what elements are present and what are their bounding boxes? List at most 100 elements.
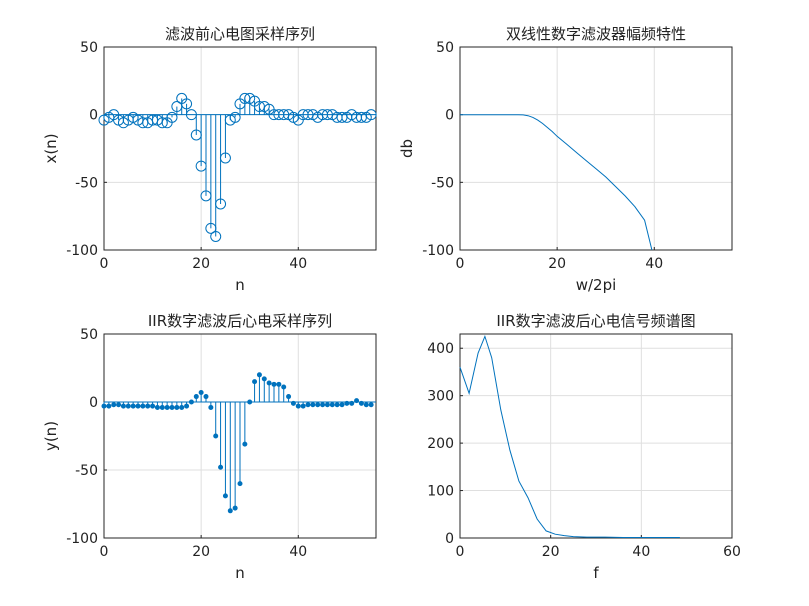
- y-axis-label: db: [398, 139, 416, 158]
- stem-marker: [305, 402, 311, 408]
- stem-marker: [208, 404, 214, 410]
- stem-marker: [222, 493, 228, 499]
- stem-marker: [290, 400, 296, 406]
- stem-marker: [213, 433, 219, 439]
- stem-marker: [135, 403, 141, 409]
- y-tick-label: 200: [427, 436, 454, 452]
- stem-marker: [130, 403, 136, 409]
- stem-marker: [252, 379, 258, 385]
- y-tick-label: 0: [445, 108, 454, 124]
- stem-marker: [219, 152, 231, 164]
- stem-marker: [247, 399, 253, 405]
- x-tick-label: 40: [645, 256, 663, 272]
- series-line: [459, 334, 680, 538]
- stem-marker: [145, 403, 151, 409]
- stem-marker: [140, 403, 146, 409]
- stem-marker: [242, 441, 248, 447]
- stem-marker: [154, 404, 160, 410]
- x-tick-label: 20: [192, 256, 210, 272]
- stem-marker: [227, 508, 233, 514]
- plot-border: [103, 46, 377, 251]
- stem-marker: [198, 389, 204, 395]
- subplot-filter-response: 0 20 40 50 0 -50 -100 双线性数字滤波器幅频特性 w/2pi db: [398, 25, 733, 294]
- plot-border: [459, 46, 733, 251]
- x-axis-label: w/2pi: [576, 276, 617, 294]
- stem-marker: [232, 505, 238, 511]
- stem-marker: [150, 403, 156, 409]
- y-tick-label: 400: [427, 341, 454, 357]
- subplot-ecg-raw: 0 20 40 50 0 -50 -100 滤波前心电图采样序列 n x(n): [42, 25, 377, 294]
- y-tick-label: 50: [80, 327, 98, 343]
- stem-marker: [218, 464, 224, 470]
- stem-marker: [315, 402, 321, 408]
- series-line: [460, 114, 653, 251]
- plot-border: [459, 333, 733, 539]
- stem-marker: [203, 394, 209, 400]
- stem-marker: [358, 400, 364, 406]
- x-tick-label: 20: [542, 544, 560, 560]
- stem-marker: [363, 402, 369, 408]
- stem-marker: [116, 402, 122, 408]
- stem-marker: [276, 381, 282, 387]
- stem-marker: [164, 404, 170, 410]
- stem-marker: [324, 402, 330, 408]
- stem-marker: [354, 398, 360, 404]
- stem-marker: [111, 402, 117, 408]
- stem-marker: [344, 400, 350, 406]
- stem-marker: [188, 399, 194, 405]
- x-tick-label: 0: [456, 256, 465, 272]
- x-tick-label: 40: [289, 256, 307, 272]
- stem-marker: [339, 402, 345, 408]
- stem-marker: [229, 111, 241, 123]
- y-tick-label: -50: [75, 463, 98, 479]
- y-tick-label: 300: [427, 389, 454, 405]
- stem-marker: [261, 376, 267, 382]
- plot-area: [103, 46, 377, 251]
- stem-marker: [368, 402, 374, 408]
- stem-marker: [295, 403, 301, 409]
- x-axis-label: f: [593, 564, 599, 582]
- stem-marker: [169, 404, 175, 410]
- y-tick-label: -100: [66, 531, 98, 547]
- stem-marker: [159, 404, 165, 410]
- x-tick-label: 0: [456, 544, 465, 560]
- chart-title: IIR数字滤波后心电信号频谱图: [496, 312, 695, 330]
- subplot-ecg-filtered: 0 20 40 50 0 -50 -100 IIR数字滤波后心电采样序列 n y(n): [42, 312, 377, 582]
- stem-marker: [266, 380, 272, 386]
- y-tick-label: 50: [436, 40, 454, 56]
- stem-marker: [120, 403, 126, 409]
- y-tick-label: -100: [66, 243, 98, 259]
- stem-marker: [320, 402, 326, 408]
- subplot-spectrum: 0 20 40 60 400 300 200 100 0 IIR数字滤波后心电信号频谱图 f: [427, 312, 741, 582]
- stem-marker: [310, 402, 316, 408]
- y-axis-label: x(n): [42, 133, 60, 163]
- stem-marker: [184, 403, 190, 409]
- x-tick-label: 0: [100, 544, 109, 560]
- stem-marker: [193, 394, 199, 400]
- y-tick-label: -50: [75, 175, 98, 191]
- y-axis-label: y(n): [42, 421, 60, 451]
- x-axis-label: n: [235, 276, 245, 294]
- y-tick-label: 50: [80, 40, 98, 56]
- stem-marker: [256, 372, 262, 378]
- y-tick-label: 0: [89, 108, 98, 124]
- x-tick-label: 20: [548, 256, 566, 272]
- stem-marker: [125, 403, 131, 409]
- stem-marker: [281, 384, 287, 390]
- y-tick-label: 0: [445, 531, 454, 547]
- stem-marker: [181, 98, 193, 110]
- stem-marker: [365, 109, 377, 121]
- y-tick-label: -100: [422, 243, 454, 259]
- x-tick-label: 40: [632, 544, 650, 560]
- stem-marker: [329, 402, 335, 408]
- stem-marker: [215, 198, 227, 210]
- stem-marker: [106, 403, 112, 409]
- stem-marker: [300, 403, 306, 409]
- x-tick-label: 20: [192, 544, 210, 560]
- stem-marker: [101, 403, 107, 409]
- plot-area: [459, 46, 733, 251]
- stem-marker: [271, 381, 277, 387]
- stem-marker: [174, 404, 180, 410]
- plot-area: [459, 333, 733, 539]
- x-tick-label: 40: [289, 544, 307, 560]
